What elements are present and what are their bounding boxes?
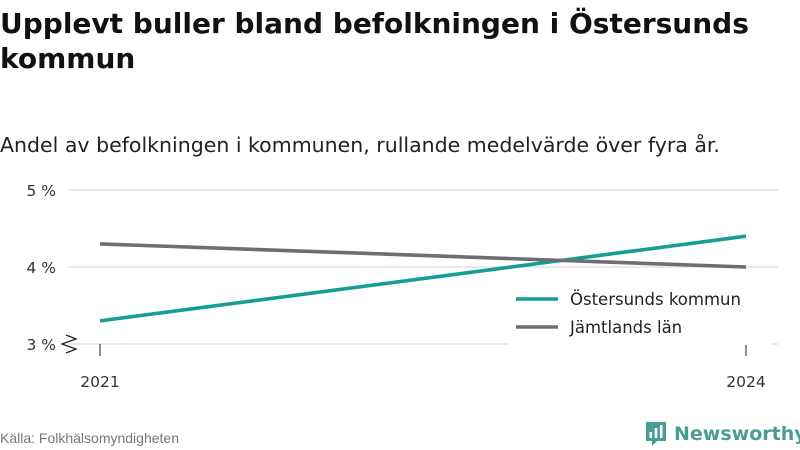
legend: Östersunds kommun Jämtlands län	[509, 285, 771, 345]
series-lines	[99, 234, 747, 323]
y-tick-label: 3 %	[26, 336, 56, 354]
legend-label: Jämtlands län	[569, 318, 682, 337]
series-line	[99, 234, 747, 323]
x-tick-label: 2024	[726, 373, 765, 391]
y-tick-label: 4 %	[26, 259, 56, 277]
source-note: Källa: Folkhälsomyndigheten	[0, 430, 179, 446]
brand-name: Newsworthy	[674, 423, 800, 445]
chart-subtitle: Andel av befolkningen i kommunen, rullan…	[0, 133, 720, 157]
y-tick-label: 5 %	[26, 182, 56, 200]
y-axis-ticks: 3 % 4 % 5 %	[26, 182, 78, 354]
newsworthy-logo-icon	[646, 422, 666, 446]
x-tick-label: 2021	[80, 373, 119, 391]
brand-logo[interactable]: Newsworthy	[644, 419, 800, 449]
chart-title: Upplevt buller bland befolkningen i Öste…	[0, 7, 749, 75]
legend-background	[509, 285, 771, 345]
legend-label: Östersunds kommun	[570, 290, 741, 309]
series-line	[99, 242, 747, 269]
axis-break-icon	[60, 334, 78, 354]
x-axis: 2021 2024	[80, 344, 766, 391]
